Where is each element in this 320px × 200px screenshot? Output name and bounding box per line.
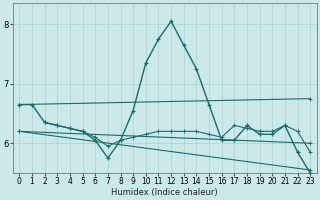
X-axis label: Humidex (Indice chaleur): Humidex (Indice chaleur) [111, 188, 218, 197]
